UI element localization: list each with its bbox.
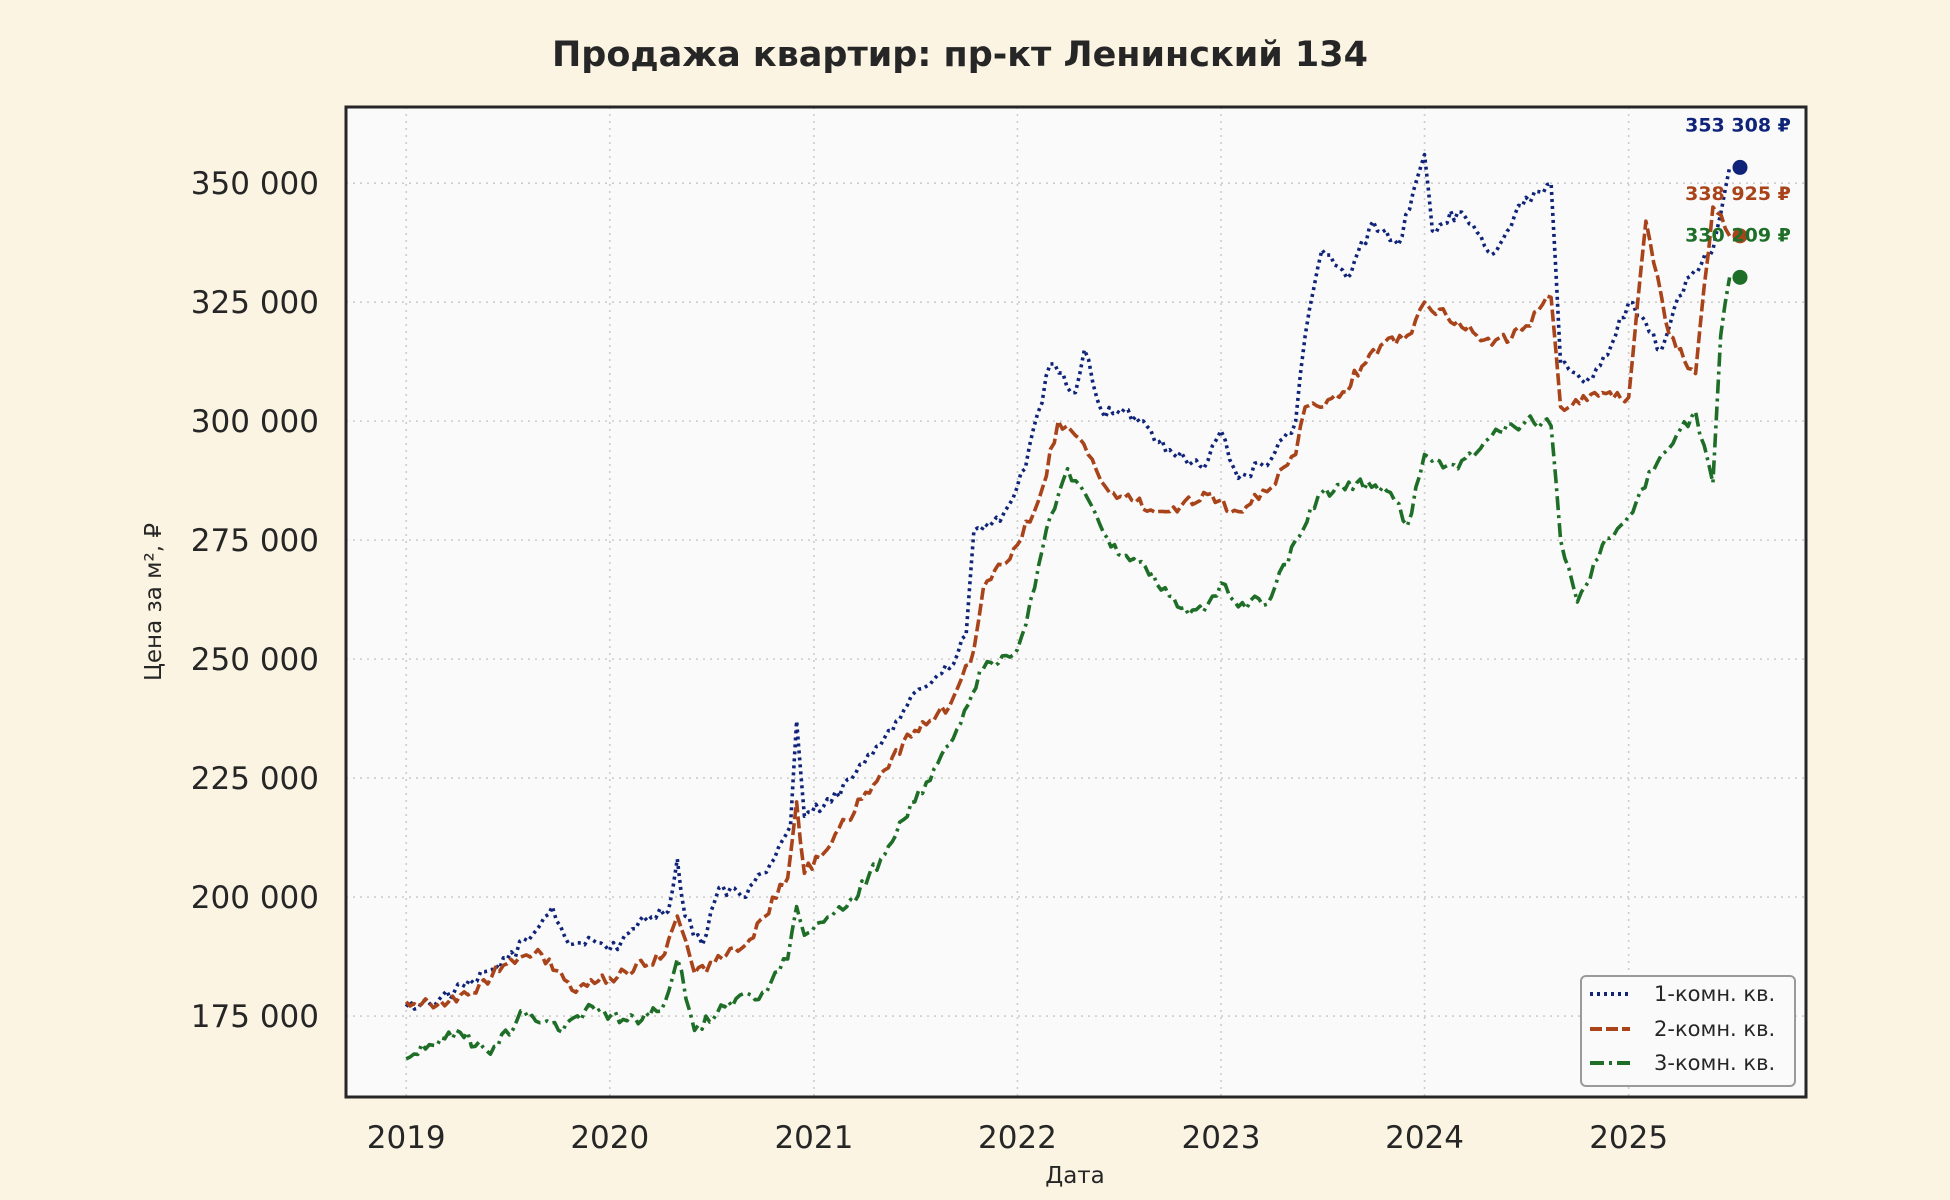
plot-frame	[344, 105, 1808, 1099]
y-tick-label: 175 000	[191, 999, 319, 1035]
y-tick-label: 300 000	[191, 404, 319, 440]
x-tick-label: 2021	[774, 1120, 853, 1156]
x-tick-label: 2024	[1385, 1120, 1464, 1156]
y-tick-label: 350 000	[191, 166, 319, 202]
end-markers: 353 308 ₽ 338 925 ₽ 330 209 ₽	[1685, 114, 1791, 285]
y-tick-label: 325 000	[191, 285, 319, 321]
y-axis-ticks: 175 000 200 000 225 000 250 000 275 000 300 0…	[191, 166, 319, 1035]
plot-area	[346, 107, 1806, 1097]
legend-entry-3room: 3-комн. кв.	[1654, 1051, 1775, 1075]
y-axis-label: Цена за м², ₽	[141, 523, 167, 681]
end-value-label-3room: 330 209 ₽	[1685, 224, 1791, 246]
y-tick-label: 225 000	[191, 761, 319, 797]
legend: 1-комн. кв. 2-комн. кв. 3-комн. кв.	[1580, 975, 1796, 1087]
end-marker-1room	[1732, 159, 1748, 175]
y-tick-label: 200 000	[191, 880, 319, 916]
end-value-label-1room: 353 308 ₽	[1685, 114, 1791, 136]
legend-frame	[1580, 975, 1796, 1087]
x-axis-label: Дата	[1045, 1163, 1105, 1189]
y-tick-label: 250 000	[191, 642, 319, 678]
series-layer	[404, 152, 1732, 1061]
series-line-3room	[405, 277, 1732, 1061]
x-axis-ticks: 2019 2020 2021 2022 2023 2024 2025	[367, 1120, 1668, 1156]
end-marker-2room	[1732, 228, 1748, 244]
legend-entry-1room: 1-комн. кв.	[1654, 982, 1775, 1006]
x-tick-label: 2019	[367, 1120, 446, 1156]
y-tick-label: 275 000	[191, 523, 319, 559]
series-line-2room	[404, 205, 1732, 1010]
grid	[346, 107, 1806, 1097]
end-marker-3room	[1732, 269, 1748, 285]
end-value-label-2room: 338 925 ₽	[1685, 183, 1791, 205]
x-tick-label: 2020	[570, 1120, 649, 1156]
x-tick-label: 2023	[1182, 1120, 1261, 1156]
legend-entry-2room: 2-комн. кв.	[1654, 1017, 1775, 1041]
chart-title: Продажа квартир: пр-кт Ленинский 134	[552, 35, 1368, 75]
x-tick-label: 2025	[1589, 1120, 1668, 1156]
x-tick-label: 2022	[978, 1120, 1057, 1156]
